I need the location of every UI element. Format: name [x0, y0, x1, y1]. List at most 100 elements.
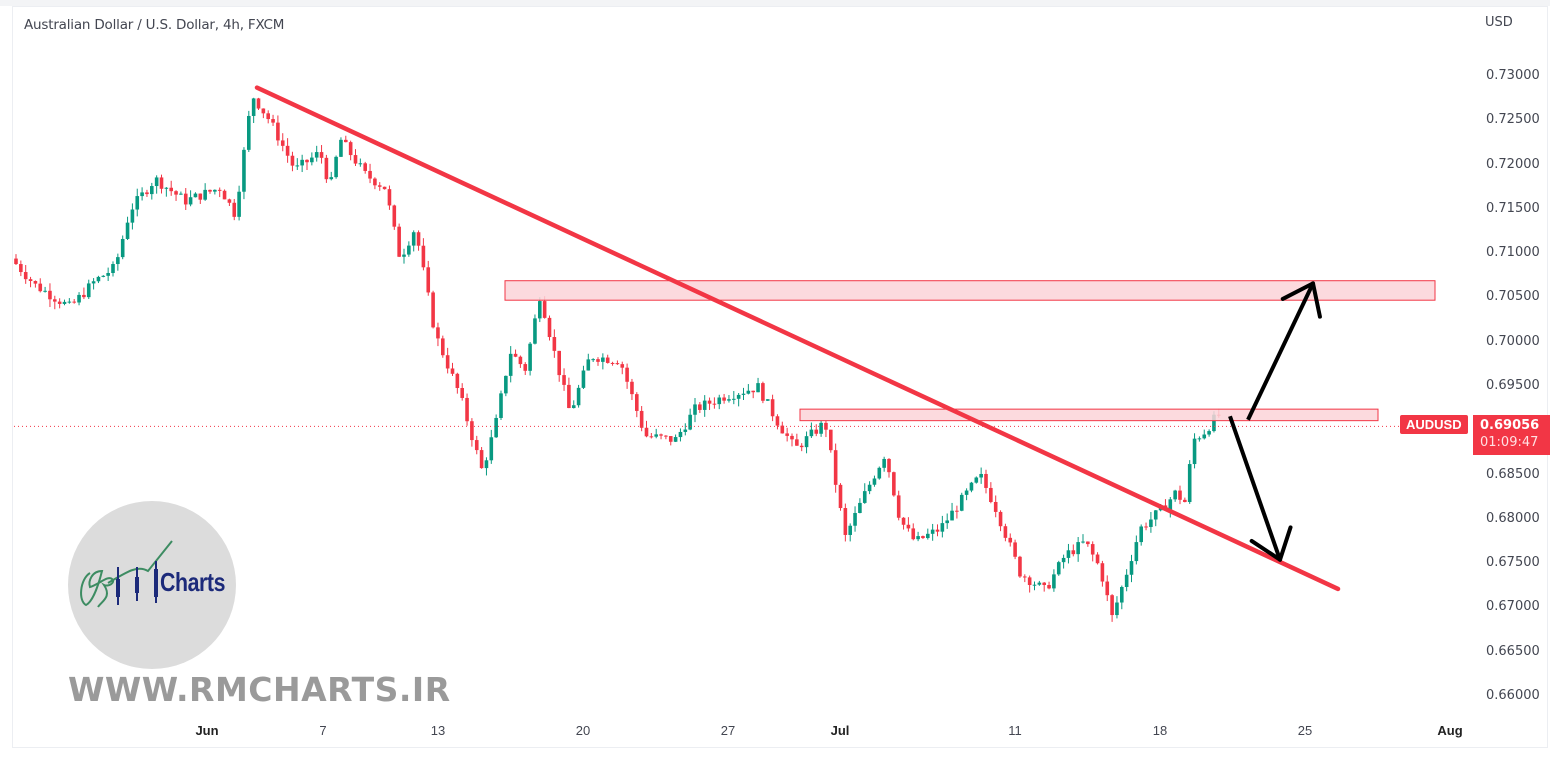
candle-body [795, 439, 799, 446]
candle-body [411, 232, 416, 246]
candle-body [984, 473, 988, 488]
candle-body [130, 209, 135, 223]
candle-body [727, 399, 731, 401]
time-tick-label: 25 [1297, 723, 1313, 738]
candle-body [1153, 510, 1158, 520]
candle-body [615, 363, 620, 365]
candle-body [295, 165, 300, 167]
candle-body [945, 520, 949, 524]
candle-body [479, 450, 484, 469]
candle-body [761, 383, 765, 401]
candle-body [217, 189, 222, 191]
candle-body [377, 185, 382, 187]
candle-body [474, 440, 479, 451]
candle-body [887, 458, 891, 473]
candle-body [620, 364, 625, 368]
candle-body [174, 191, 178, 195]
candle-body [1202, 434, 1207, 439]
candle-body [639, 410, 644, 428]
candle-body [533, 318, 537, 344]
candle-body [1183, 499, 1187, 503]
candle-body [1076, 542, 1080, 555]
down-scenario-head-icon [1249, 538, 1282, 562]
candle-body [82, 294, 86, 298]
candle-body [57, 301, 62, 304]
candle-body [145, 192, 149, 195]
candle-body [358, 163, 363, 165]
candle-body [1105, 581, 1110, 596]
candle-body [785, 433, 789, 436]
candle-body [717, 397, 722, 405]
candle-body [23, 272, 28, 280]
candle-body [179, 193, 183, 195]
candle-body [421, 245, 426, 268]
candle-body [1071, 550, 1076, 555]
time-tick-label: 18 [1152, 723, 1168, 738]
candle-body [48, 290, 52, 300]
candle-body [950, 510, 954, 521]
candle-body [557, 350, 561, 376]
candle-body [596, 359, 600, 362]
candle-body [901, 517, 906, 525]
time-tick-label: 11 [1008, 723, 1022, 738]
last-price-badge: 0.69056 01:09:47 [1473, 415, 1550, 455]
price-tick-label: 0.73000 [1486, 68, 1540, 83]
price-tick-label: 0.67000 [1486, 599, 1540, 615]
candle-body [562, 375, 566, 385]
price-tick-label: 0.66000 [1486, 688, 1540, 703]
candle-body [508, 353, 513, 376]
candle-body [111, 264, 115, 274]
candle-body [833, 450, 838, 485]
time-tick-label: 27 [720, 723, 736, 738]
candle-body [911, 528, 916, 540]
candle-body [824, 422, 828, 430]
up-scenario-head-icon [1311, 281, 1322, 319]
candle-body [261, 108, 266, 114]
candle-body [227, 199, 232, 203]
candle-body [14, 258, 18, 265]
candle-body [964, 490, 969, 495]
candle-body [183, 193, 188, 205]
up-scenario-head-icon [1280, 281, 1315, 301]
candle-body [989, 487, 993, 502]
candle-body [1003, 526, 1008, 538]
price-tick-label: 0.72000 [1486, 156, 1540, 172]
candle-body [348, 142, 353, 156]
candle-body [877, 467, 882, 479]
down-scenario-shaft [1228, 415, 1282, 561]
candle-body [659, 434, 663, 436]
candle-body [635, 394, 639, 411]
last-price-value: 0.69056 [1480, 418, 1540, 433]
candle-body [28, 279, 33, 281]
candle-body [625, 367, 629, 382]
candle-body [1027, 577, 1032, 586]
candle-body [285, 145, 290, 156]
candle-body [300, 159, 304, 166]
candle-body [819, 422, 823, 434]
candle-body [339, 139, 343, 157]
candle-body [53, 299, 57, 302]
candle-body [829, 429, 833, 451]
candle-body [1149, 519, 1153, 527]
candle-body [683, 429, 688, 432]
candle-body [528, 343, 532, 371]
candle-body [188, 197, 193, 205]
candle-body [62, 301, 67, 304]
candle-body [232, 202, 237, 217]
candle-body [1173, 490, 1177, 500]
watermark-website: WWW.RMCHARTS.IR [68, 670, 451, 709]
candle-body [843, 508, 848, 535]
candle-body [668, 436, 673, 442]
candle-body [397, 226, 401, 257]
candle-body [935, 529, 940, 532]
candle-body [523, 364, 528, 371]
candle-body [848, 525, 852, 535]
candle-body [251, 98, 256, 116]
candle-body [1139, 526, 1143, 543]
candle-body [993, 501, 998, 512]
candle-body [242, 149, 246, 192]
time-tick-label: Aug [1437, 723, 1463, 738]
candle-body [1056, 562, 1061, 575]
candle-body [678, 431, 683, 438]
